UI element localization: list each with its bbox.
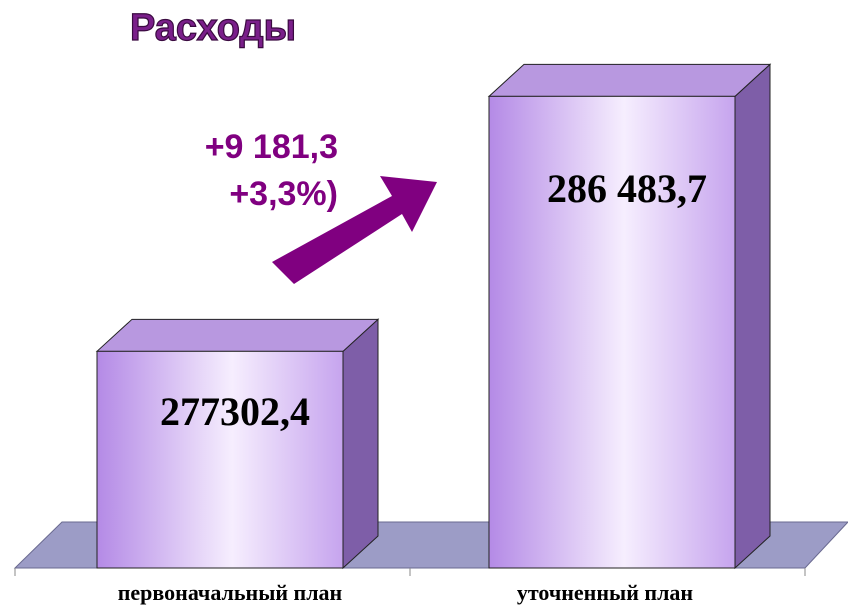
x-tick-label: первоначальный план (118, 580, 343, 605)
bar-front (96, 350, 344, 569)
bar-top (487, 63, 772, 97)
annotation: +9 181,3 (205, 128, 338, 166)
bar-front (488, 95, 736, 569)
bar-top (95, 318, 380, 352)
annotation: +3,3%) (229, 175, 338, 213)
chart-title: Расходы (130, 7, 296, 49)
x-tick-label: уточненный план (517, 580, 694, 605)
bars (95, 63, 772, 570)
value-label: 277302,4 (160, 389, 310, 434)
increase-arrow (272, 176, 437, 284)
bar-side (342, 318, 379, 570)
bar (95, 318, 380, 570)
value-label: 286 483,7 (547, 166, 707, 211)
bar (487, 63, 772, 570)
bar-side (734, 63, 771, 570)
